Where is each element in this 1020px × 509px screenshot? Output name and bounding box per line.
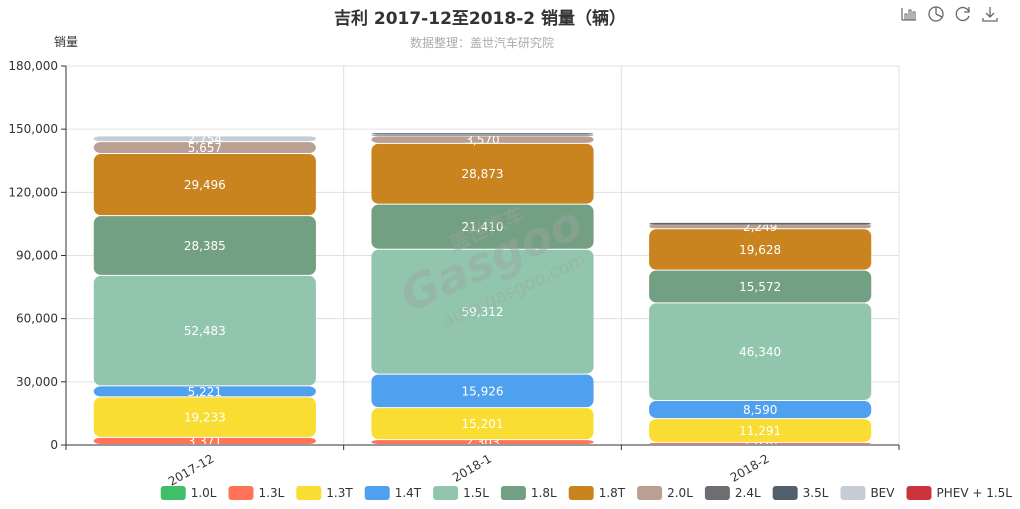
x-axis-ticks: 2017-12 2018-1 2018-2 xyxy=(166,451,772,488)
data-label: 11,291 xyxy=(739,424,781,438)
bar-segment[interactable] xyxy=(649,303,872,400)
bar-chart-icon[interactable] xyxy=(901,7,917,21)
bar-segment[interactable] xyxy=(371,204,594,249)
x-tick-label: 2017-12 xyxy=(166,451,216,488)
y-tick-label: 180,000 xyxy=(8,59,58,73)
legend-label[interactable]: 1.3L xyxy=(259,486,285,500)
data-label: 5,657 xyxy=(188,141,222,155)
legend-swatch[interactable] xyxy=(840,486,866,500)
data-label: 2,249 xyxy=(743,220,777,234)
bar-segment[interactable] xyxy=(649,442,872,444)
toolbar xyxy=(901,6,998,22)
bar-segment[interactable] xyxy=(649,270,872,303)
bar-segment[interactable] xyxy=(93,216,316,275)
bar-segment[interactable] xyxy=(649,224,872,229)
bar-segment[interactable] xyxy=(371,408,594,440)
legend-label[interactable]: 3.5L xyxy=(803,486,829,500)
legend-swatch[interactable] xyxy=(637,486,663,500)
data-label: 28,385 xyxy=(184,239,226,253)
bar-segment[interactable] xyxy=(93,397,316,437)
legend-label[interactable]: 2.0L xyxy=(667,486,693,500)
legend-label[interactable]: 1.8L xyxy=(531,486,557,500)
y-tick-label: 0 xyxy=(50,438,58,452)
data-label: 46,340 xyxy=(739,345,781,359)
y-tick-label: 60,000 xyxy=(16,312,58,326)
legend-swatch[interactable] xyxy=(772,486,798,500)
legend-swatch[interactable] xyxy=(568,486,594,500)
bar-segment[interactable] xyxy=(371,440,594,444)
legend-label[interactable]: 1.8T xyxy=(599,486,626,500)
data-label: 21,410 xyxy=(462,220,504,234)
legend-swatch[interactable] xyxy=(160,486,186,500)
bar-segment[interactable] xyxy=(371,143,594,204)
data-label: 59,312 xyxy=(462,305,504,319)
bar-segment[interactable] xyxy=(93,136,316,142)
x-tick-label: 2018-1 xyxy=(450,451,494,484)
legend-swatch[interactable] xyxy=(364,486,390,500)
bar-segment[interactable] xyxy=(649,229,872,270)
legend-label[interactable]: 1.4T xyxy=(395,486,422,500)
data-label: 29,496 xyxy=(184,178,226,192)
data-label: 15,572 xyxy=(739,280,781,294)
legend-label[interactable]: 1.3T xyxy=(326,486,353,500)
legend-swatch[interactable] xyxy=(500,486,526,500)
legend-swatch[interactable] xyxy=(296,486,322,500)
y-axis-ticks: 0 30,000 60,000 90,000 120,000 150,000 180,000 xyxy=(8,59,58,452)
bar-segment[interactable] xyxy=(649,419,872,442)
bar-segment[interactable] xyxy=(93,275,316,386)
axes xyxy=(61,65,900,450)
legend-swatch[interactable] xyxy=(906,486,932,500)
legend-label[interactable]: BEV xyxy=(870,486,895,500)
chart-subtitle: 数据整理：盖世汽车研究院 xyxy=(410,35,554,50)
download-icon[interactable] xyxy=(982,7,998,22)
data-label: 52,483 xyxy=(184,324,226,338)
bar-segment[interactable] xyxy=(93,386,316,397)
y-axis-label: 销量 xyxy=(54,35,78,49)
bar-segment[interactable] xyxy=(371,136,594,143)
data-label: 3,570 xyxy=(465,133,499,147)
data-label: 15,201 xyxy=(462,417,504,431)
y-tick-label: 120,000 xyxy=(8,185,58,199)
refresh-icon[interactable] xyxy=(955,6,970,22)
y-tick-label: 150,000 xyxy=(8,122,58,136)
bars: 3,37119,2335,22152,48328,38529,4965,6572… xyxy=(93,132,872,451)
legend-label[interactable]: 1.0L xyxy=(191,486,217,500)
bar-segment[interactable] xyxy=(371,133,594,135)
data-label: 19,233 xyxy=(184,411,226,425)
bar-segment[interactable] xyxy=(371,249,594,374)
bar-segment[interactable] xyxy=(371,134,594,136)
data-label: 8,590 xyxy=(743,403,777,417)
data-label: 5,221 xyxy=(188,385,222,399)
bar-segment[interactable] xyxy=(93,142,316,154)
legend-label[interactable]: PHEV + 1.5L xyxy=(936,486,1012,500)
y-tick-label: 30,000 xyxy=(16,375,58,389)
legend-swatch[interactable] xyxy=(228,486,254,500)
data-label: 2,754 xyxy=(188,132,222,146)
legend-label[interactable]: 1.5L xyxy=(463,486,489,500)
bar-segment[interactable] xyxy=(371,374,594,408)
data-label: 28,873 xyxy=(462,167,504,181)
x-tick-label: 2018-2 xyxy=(728,451,772,484)
legend: 1.0L 1.3L 1.3T 1.4T 1.5L 1.8L 1.8T 2.0L 2.4L 3.5L… xyxy=(160,486,1012,500)
y-tick-label: 90,000 xyxy=(16,249,58,263)
bar-segment[interactable] xyxy=(649,222,872,224)
pie-chart-icon[interactable] xyxy=(928,6,944,22)
bar-segment[interactable] xyxy=(649,400,872,419)
data-label: 15,926 xyxy=(462,384,504,398)
legend-swatch[interactable] xyxy=(433,486,459,500)
chart-title: 吉利 2017-12至2018-2 销量（辆） xyxy=(334,8,626,29)
bar-segment[interactable] xyxy=(93,437,316,444)
data-label: 19,628 xyxy=(739,243,781,257)
legend-swatch[interactable] xyxy=(704,486,730,500)
legend-label[interactable]: 2.4L xyxy=(735,486,761,500)
bar-segment[interactable] xyxy=(93,154,316,216)
